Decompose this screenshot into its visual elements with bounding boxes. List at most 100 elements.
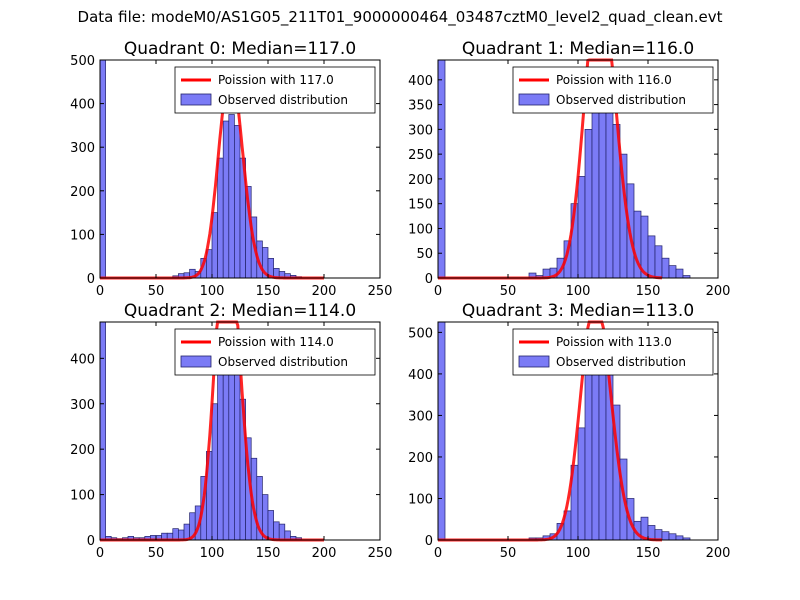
x-tick-label: 250: [368, 284, 393, 299]
y-tick-label: 100: [408, 222, 433, 237]
histogram-bar: [668, 265, 677, 279]
y-tick-label: 400: [408, 368, 433, 383]
histogram-bar: [605, 91, 614, 279]
y-tick-label: 0: [425, 272, 433, 287]
histogram-bar: [647, 235, 656, 279]
x-tick-label: 100: [200, 546, 225, 561]
y-tick-label: 300: [70, 141, 95, 156]
legend-bar-label: Observed distribution: [218, 355, 348, 369]
subplot-title: Quadrant 1: Median=116.0: [462, 39, 694, 59]
x-tick-label: 0: [96, 284, 104, 299]
histogram-bar: [211, 403, 218, 541]
histogram-bar: [584, 129, 593, 279]
y-tick-label: 250: [408, 148, 433, 163]
histogram-bar: [577, 427, 586, 541]
subplot-quadrant-0: 0 50 100 150 200 250 0 100 200 300 400 500 Quadrant …: [70, 39, 392, 299]
x-tick-label: 100: [200, 284, 225, 299]
y-tick-label: 100: [70, 489, 95, 504]
histogram-bar: [217, 157, 224, 279]
y-tick-label: 300: [70, 398, 95, 413]
legend-bar-swatch: [518, 93, 550, 106]
histogram-bar: [217, 357, 224, 541]
x-tick-label: 150: [256, 546, 281, 561]
y-tick-label: 50: [416, 247, 433, 262]
histogram-bar: [584, 373, 593, 541]
x-tick-label: 200: [312, 284, 337, 299]
legend-bar-swatch: [180, 355, 212, 368]
y-tick-label: 300: [408, 409, 433, 424]
x-tick-label: 0: [434, 546, 442, 561]
x-tick-label: 100: [566, 546, 591, 561]
histogram-bar: [661, 531, 670, 541]
x-tick-label: 50: [148, 546, 165, 561]
histogram-bar: [222, 120, 230, 279]
axes-frame: [99, 321, 381, 541]
y-tick-label: 0: [87, 534, 95, 549]
subplot-quadrant-3: 0 50 100 150 200 0 100 200 300 400 500 Quadrant 3: …: [408, 301, 730, 561]
histogram-bar: [228, 114, 235, 279]
histogram-bar: [267, 510, 274, 541]
histogram-bar: [598, 356, 607, 541]
histogram-bar: [278, 523, 286, 541]
x-tick-label: 50: [500, 284, 517, 299]
y-tick-label: 0: [425, 534, 433, 549]
y-tick-label: 200: [408, 173, 433, 188]
y-tick-label: 500: [408, 326, 433, 341]
legend-fit-label: Poission with 117.0: [218, 73, 334, 87]
x-tick-label: 150: [636, 546, 661, 561]
y-tick-label: 400: [70, 352, 95, 367]
histogram-bar: [234, 367, 241, 541]
histogram-bar: [661, 257, 670, 279]
subplot-title: Quadrant 2: Median=114.0: [124, 301, 356, 321]
histogram-bar: [234, 125, 241, 279]
legend-bar-label: Observed distribution: [556, 355, 686, 369]
subplot-title: Quadrant 0: Median=117.0: [124, 39, 356, 59]
y-tick-label: 0: [87, 272, 95, 287]
x-tick-label: 50: [500, 546, 517, 561]
y-tick-label: 150: [408, 198, 433, 213]
y-tick-label: 200: [70, 185, 95, 200]
subplot-quadrant-1: 0 50 100 150 200 0 50 100 150 200 250 300 350 400 Quad…: [408, 39, 730, 299]
x-tick-label: 150: [636, 284, 661, 299]
subplot-quadrant-2: 0 50 100 150 200 250 0 100 200 300 400 Quadrant 2: …: [70, 301, 392, 561]
x-tick-label: 100: [566, 284, 591, 299]
x-tick-label: 50: [148, 284, 165, 299]
y-tick-label: 200: [70, 443, 95, 458]
histogram-bar: [577, 176, 586, 279]
y-tick-label: 400: [408, 74, 433, 89]
axes-frame: [99, 59, 381, 279]
legend-bar-swatch: [180, 93, 212, 106]
y-tick-label: 200: [408, 451, 433, 466]
legend: Poission with 113.0 Observed distribution: [512, 328, 714, 376]
x-tick-label: 150: [256, 284, 281, 299]
y-tick-label: 100: [408, 492, 433, 507]
legend: Poission with 117.0 Observed distribution: [174, 66, 376, 114]
histogram-bar: [273, 521, 280, 541]
histogram-bar: [668, 533, 677, 541]
x-tick-label: 200: [312, 546, 337, 561]
legend-bar-label: Observed distribution: [218, 93, 348, 107]
first-bin-bar: [437, 59, 446, 279]
y-tick-label: 400: [70, 98, 95, 113]
legend-bar-swatch: [518, 355, 550, 368]
y-tick-label: 500: [70, 54, 95, 69]
histogram-bar: [675, 268, 684, 279]
x-tick-label: 0: [96, 546, 104, 561]
histogram-bar: [675, 535, 684, 541]
histogram-bar: [654, 245, 663, 279]
histogram-bar: [172, 528, 179, 541]
legend: Poission with 114.0 Observed distribution: [174, 328, 376, 376]
legend-fit-label: Poission with 116.0: [556, 73, 672, 87]
y-tick-label: 350: [408, 99, 433, 114]
first-bin-bar: [99, 59, 106, 279]
figure-title: Data file: modeM0/AS1G05_211T01_90000004…: [77, 8, 723, 26]
subplot-title: Quadrant 3: Median=113.0: [462, 301, 694, 321]
x-tick-label: 200: [706, 546, 731, 561]
histogram-bar: [222, 351, 230, 541]
y-tick-label: 100: [70, 228, 95, 243]
legend: Poission with 116.0 Observed distribution: [512, 66, 714, 114]
first-bin-bar: [99, 321, 106, 541]
histogram-bar: [591, 352, 600, 541]
legend-bar-label: Observed distribution: [556, 93, 686, 107]
